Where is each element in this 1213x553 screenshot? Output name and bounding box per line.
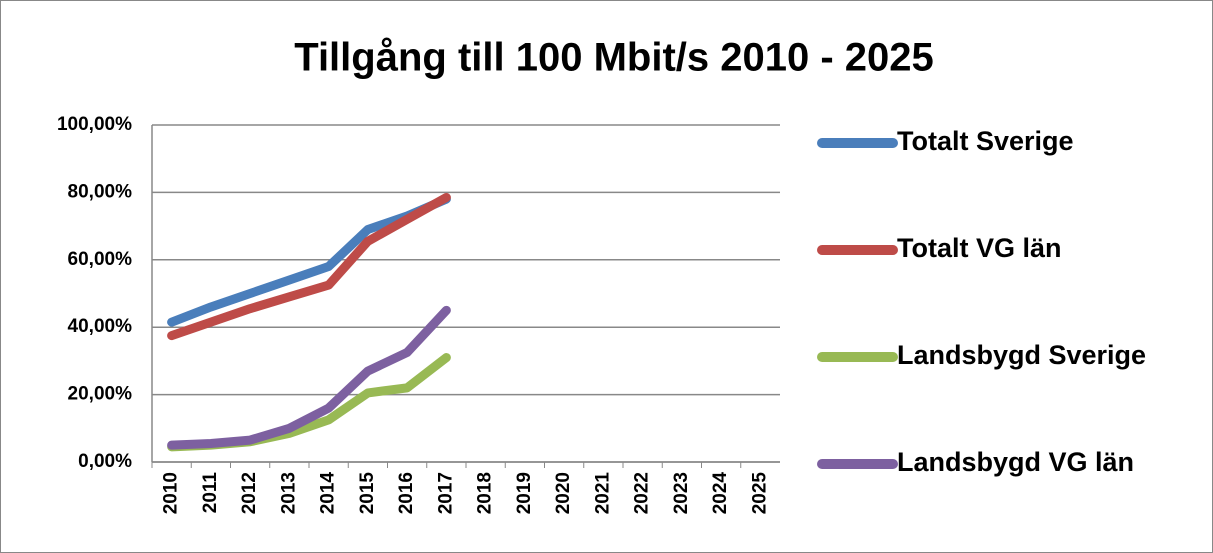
x-tick-label: 2014 [318,472,339,515]
chart-title: Tillgång till 100 Mbit/s 2010 - 2025 [294,36,934,80]
y-tick-label: 100,00% [57,114,132,135]
x-tick-label: 2011 [200,472,221,514]
x-tick-label: 2018 [475,472,496,514]
x-tick-label: 2025 [749,472,770,515]
x-tick-label: 2013 [278,472,299,514]
x-tick-label: 2020 [553,472,574,514]
legend-label: Totalt Sverige [897,126,1074,156]
x-tick-label: 2017 [435,472,456,514]
y-tick-label: 80,00% [68,181,133,202]
legend-label: Totalt VG län [897,233,1062,263]
x-tick-label: 2024 [710,472,731,515]
y-tick-label: 20,00% [68,384,133,405]
series-line [167,305,451,450]
x-tick-label: 2019 [514,472,535,514]
series-line [167,192,451,341]
x-tick-label: 2016 [396,472,417,514]
y-tick-label: 60,00% [68,249,133,270]
legend-label: Landsbygd Sverige [897,340,1146,370]
y-tick-label: 0,00% [78,451,132,472]
x-tick-label: 2010 [161,472,182,514]
y-tick-label: 40,00% [68,316,133,337]
legend-label: Landsbygd VG län [897,447,1134,477]
x-tick-label: 2023 [671,472,692,514]
x-tick-label: 2015 [357,472,378,515]
x-tick-label: 2021 [592,472,613,515]
x-tick-label: 2012 [239,472,260,514]
x-tick-label: 2022 [632,472,653,514]
